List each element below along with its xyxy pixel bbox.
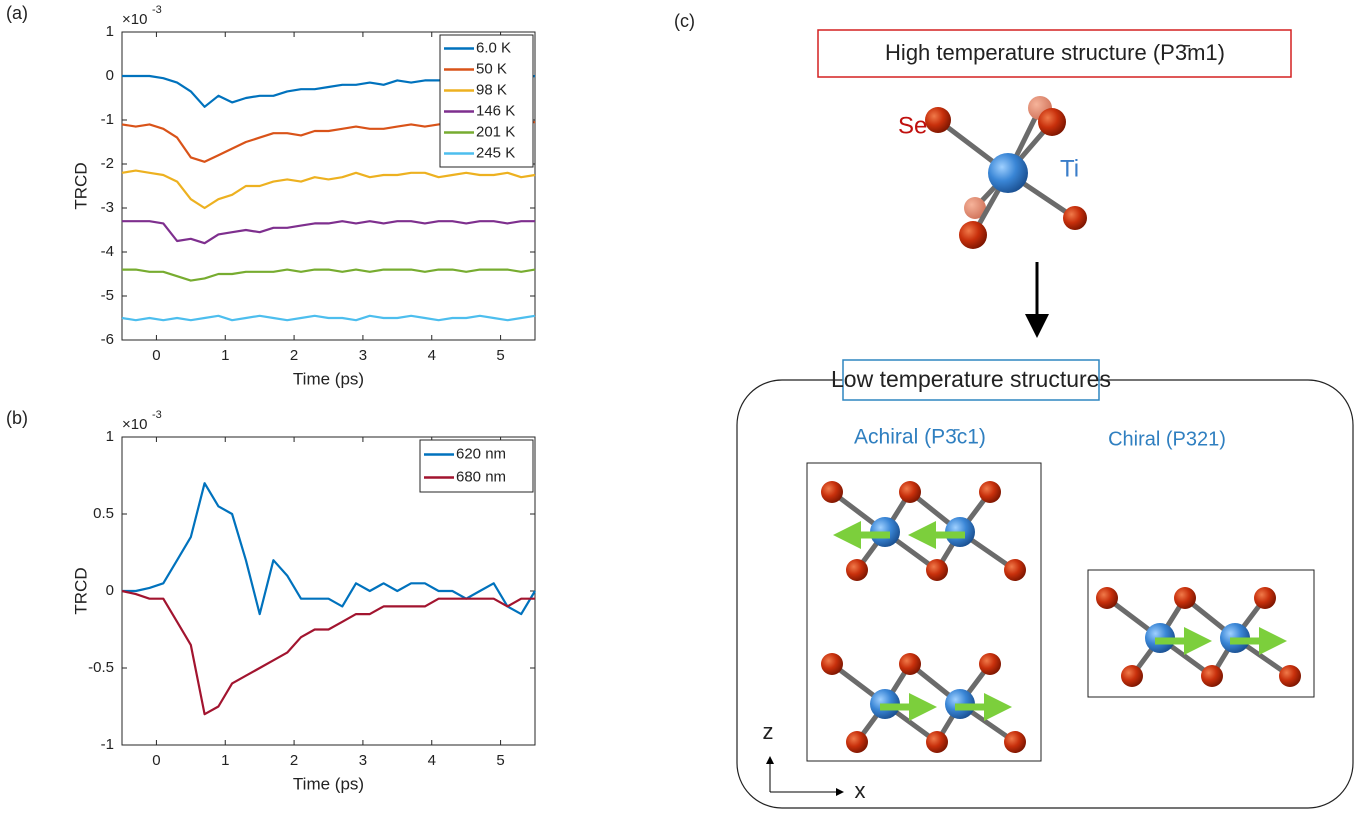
x-tick-label: 0 — [152, 752, 160, 769]
x-tick-label: 5 — [496, 752, 504, 769]
y-tick-label: -4 — [101, 243, 114, 260]
se-atom — [846, 559, 868, 581]
y-tick-label: 1 — [106, 23, 114, 40]
ti-label: Ti — [1060, 155, 1079, 182]
se-atom — [899, 481, 921, 503]
legend-label: 201 K — [476, 123, 515, 140]
se-atom — [1174, 587, 1196, 609]
legend-label: 620 nm — [456, 445, 506, 462]
x-tick-label: 5 — [496, 347, 504, 364]
achiral-label: Achiral (P3̄c1) — [854, 426, 986, 449]
y-axis-label: TRCD — [71, 162, 90, 209]
high-title: High temperature structure (P3̄m1) — [885, 40, 1225, 65]
axis-z: z — [763, 719, 774, 744]
se-atom — [1201, 665, 1223, 687]
achiral-box — [806, 462, 1042, 762]
se-atom — [846, 731, 868, 753]
x-tick-label: 3 — [359, 752, 367, 769]
data-line — [122, 268, 536, 282]
y-tick-label: -1 — [101, 111, 114, 128]
panel-label: (c) — [674, 11, 695, 31]
x-axis-label: Time (ps) — [293, 369, 364, 388]
low-structures — [821, 481, 1301, 753]
se-atom — [1096, 587, 1118, 609]
y-tick-label: 0 — [106, 67, 114, 84]
y-tick-label: 0.5 — [93, 505, 114, 522]
panel-label: (b) — [6, 408, 28, 428]
se-atom — [979, 653, 1001, 675]
data-line — [121, 589, 535, 716]
legend-label: 245 K — [476, 144, 515, 161]
y-tick-label: -6 — [101, 331, 114, 348]
x-tick-label: 1 — [221, 752, 229, 769]
chiral-label: Chiral (P321) — [1108, 428, 1226, 450]
y-tick-label: -5 — [101, 287, 114, 304]
se-label: Se — [898, 112, 927, 139]
se-atom — [1004, 731, 1026, 753]
x-tick-label: 2 — [290, 347, 298, 364]
x-tick-label: 0 — [152, 347, 160, 364]
se-atom — [979, 481, 1001, 503]
x-tick-label: 2 — [290, 752, 298, 769]
se-atom — [1004, 559, 1026, 581]
legend-label: 98 K — [476, 81, 507, 98]
se-atom — [1121, 665, 1143, 687]
panel-label: (a) — [6, 3, 28, 23]
se-atom — [821, 653, 843, 675]
low-title-box — [842, 359, 1100, 401]
data-line — [121, 169, 536, 210]
x-axis-label: Time (ps) — [293, 774, 364, 793]
low-title: Low temperature structures — [831, 366, 1111, 392]
high-structure — [925, 96, 1087, 249]
high-title-box — [817, 29, 1292, 78]
chiral-box — [1087, 569, 1315, 698]
data-line — [122, 220, 535, 245]
se-atom — [899, 653, 921, 675]
data-line — [121, 314, 536, 322]
legend-label: 146 K — [476, 102, 515, 119]
y-multiplier: ×10 — [122, 416, 147, 433]
y-axis-label: TRCD — [71, 567, 90, 614]
se-atom — [926, 731, 948, 753]
legend-label: 680 nm — [456, 468, 506, 485]
y-multiplier-exponent: -3 — [152, 4, 162, 16]
se-atom — [821, 481, 843, 503]
y-tick-label: 1 — [106, 428, 114, 445]
legend-label: 50 K — [476, 60, 507, 77]
y-tick-label: -3 — [101, 199, 114, 216]
se-atom — [1279, 665, 1301, 687]
y-tick-label: -1 — [101, 736, 114, 753]
x-tick-label: 1 — [221, 347, 229, 364]
legend-box — [439, 34, 534, 168]
legend-box — [419, 439, 534, 493]
x-tick-label: 4 — [428, 347, 436, 364]
y-tick-label: 0 — [106, 582, 114, 599]
legend-label: 6.0 K — [476, 39, 511, 56]
y-tick-label: -2 — [101, 155, 114, 172]
axis-x: x — [855, 778, 866, 803]
y-multiplier-exponent: -3 — [152, 409, 162, 421]
y-tick-label: -0.5 — [88, 659, 114, 676]
se-atom — [1254, 587, 1276, 609]
x-tick-label: 4 — [428, 752, 436, 769]
se-atom — [926, 559, 948, 581]
x-tick-label: 3 — [359, 347, 367, 364]
y-multiplier: ×10 — [122, 11, 147, 28]
